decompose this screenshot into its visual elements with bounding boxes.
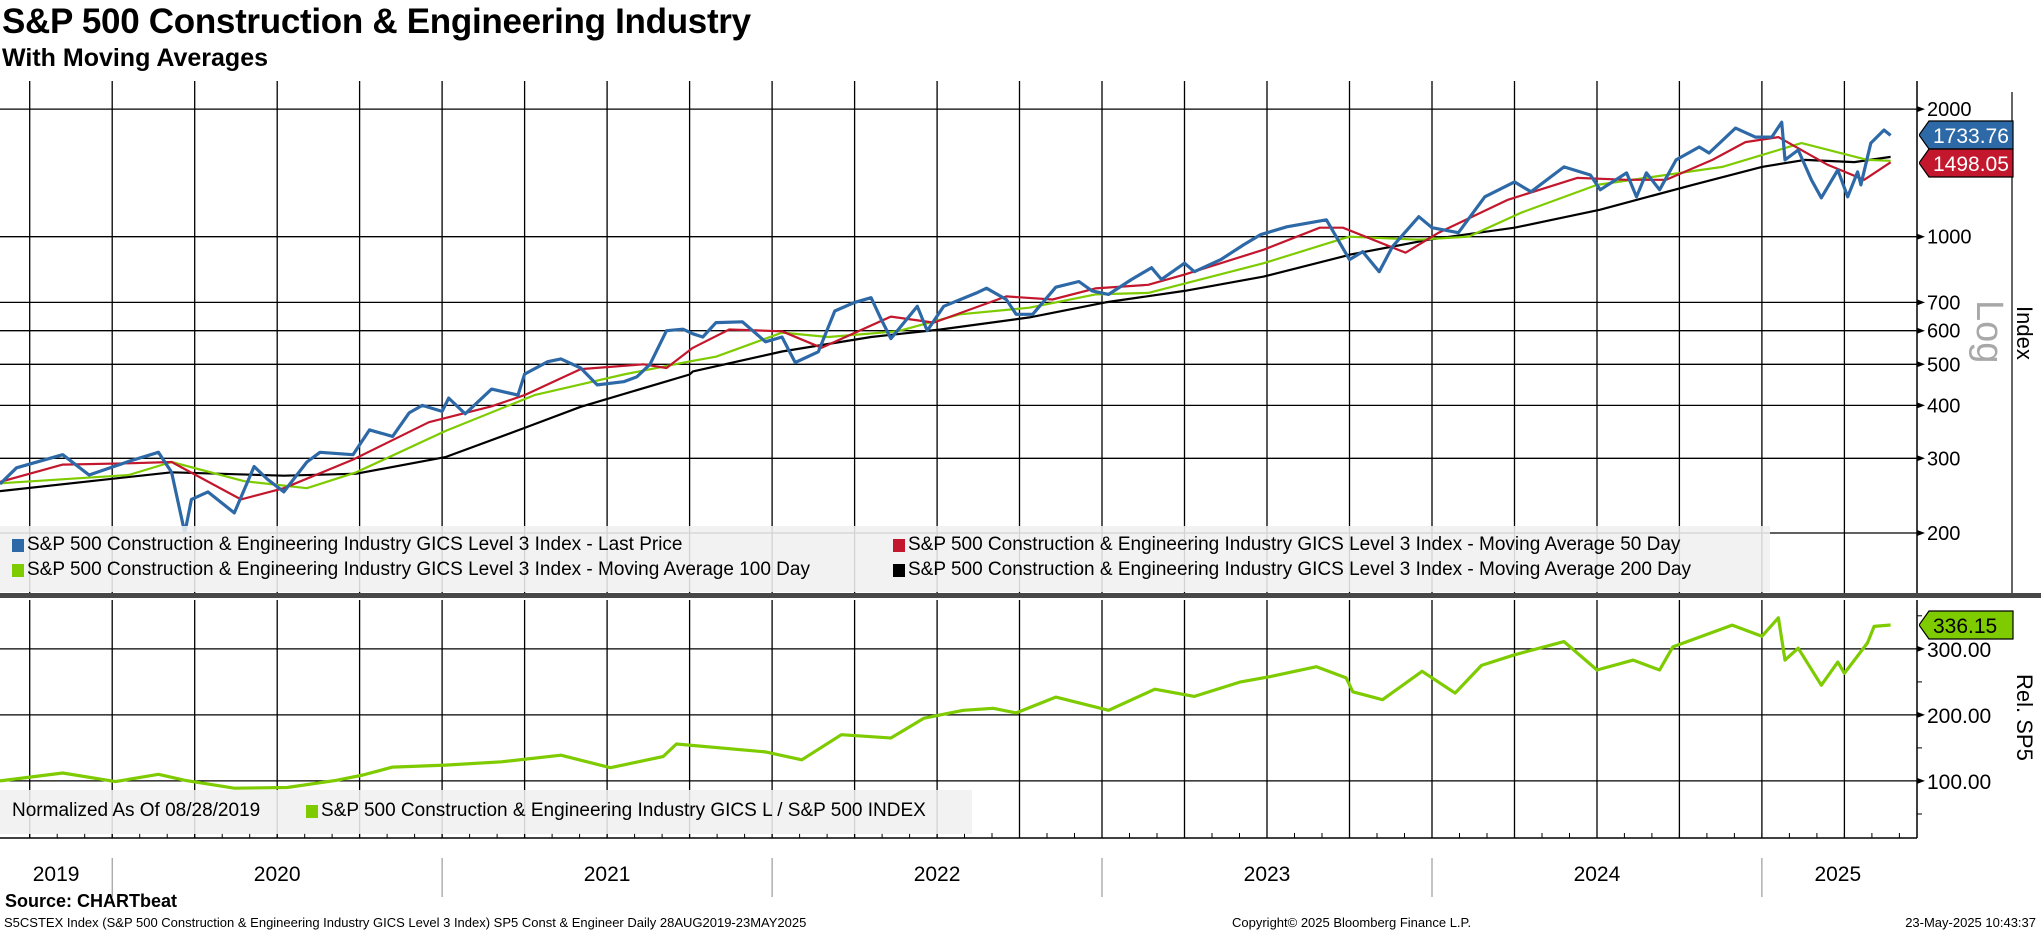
year-label: 2025: [1814, 863, 1862, 886]
y-tick-label-index: 500: [1927, 354, 1960, 376]
legend-label: S&P 500 Construction & Engineering Indus…: [908, 534, 1681, 555]
year-label: 2021: [583, 863, 631, 886]
y-tick-arrow: [1917, 233, 1925, 240]
series-line-ma50: [0, 136, 1892, 501]
legend-label: S&P 500 Construction & Engineering Indus…: [27, 534, 683, 555]
series-line-ma200: [0, 155, 1891, 493]
y-tick-label-rel: 100.00: [1927, 771, 1991, 794]
axes: 200 300 400 500 600 700 1000 2000 100.00 200.00 30…: [0, 81, 2041, 897]
legend-label: S&P 500 Construction & Engineering Indus…: [908, 559, 1691, 580]
y-tick-arrow: [1917, 645, 1925, 652]
year-label: 2023: [1243, 863, 1291, 886]
footer-copyright: Copyright© 2025 Bloomberg Finance L.P.: [1232, 915, 1472, 930]
value-tag-label: 1498.05: [1933, 153, 2009, 176]
value-tag-last_price: 1733.76: [1919, 120, 2014, 150]
y-tick-label-index: 600: [1927, 321, 1960, 343]
y-tick-arrow: [1917, 455, 1925, 462]
legend-note: Normalized As Of 08/28/2019: [12, 800, 260, 822]
year-label: 2024: [1573, 863, 1621, 886]
value-tag-shape: [1919, 120, 2014, 150]
legend-swatch-red: [893, 538, 905, 552]
y-tick-arrow: [1917, 361, 1925, 368]
year-label: 2020: [253, 863, 301, 886]
y-tick-label-index: 400: [1927, 395, 1960, 417]
series-line-relative: [0, 616, 1891, 790]
value-tag-relative: 336.15: [1919, 610, 2014, 640]
y-tick-label-index: 2000: [1927, 99, 1972, 121]
y-tick-label-rel: 200.00: [1927, 705, 1991, 728]
legend-swatch-black: [893, 563, 905, 577]
y-tick-arrow: [1917, 777, 1925, 784]
price-legend: S&P 500 Construction & Engineering Indus…: [0, 526, 1770, 592]
normalized-note: Normalized As Of 08/28/2019: [12, 800, 261, 821]
series-lines: [0, 120, 1892, 790]
legend-swatch-green: [12, 563, 24, 577]
relative-legend: Normalized As Of 08/28/2019 S&P 500 Cons…: [0, 790, 972, 834]
legend-item-ma100[interactable]: S&P 500 Construction & Engineering Indus…: [12, 559, 810, 581]
y-tick-arrow: [1917, 402, 1925, 409]
legend-swatch-blue: [12, 538, 24, 552]
series-line-ma100: [0, 142, 1891, 490]
value-tag-label: 336.15: [1933, 615, 1997, 638]
y-tick-label-index: 300: [1927, 448, 1960, 470]
legend-label: S&P 500 Construction & Engineering Indus…: [27, 559, 810, 580]
year-label: 2019: [32, 863, 80, 886]
y-tick-arrow: [1917, 327, 1925, 334]
year-label: 2022: [913, 863, 961, 886]
y-tick-arrow: [1917, 106, 1925, 113]
chart-subtitle: With Moving Averages: [2, 44, 269, 72]
legend-item-ma200[interactable]: S&P 500 Construction & Engineering Indus…: [893, 559, 1691, 581]
legend-item-last-price[interactable]: S&P 500 Construction & Engineering Indus…: [12, 534, 683, 556]
legend-item-ma50[interactable]: S&P 500 Construction & Engineering Indus…: [893, 534, 1680, 556]
value-tag-shape: [1919, 148, 2014, 178]
y-tick-arrow: [1917, 530, 1925, 536]
footer-description: S5CSTEX Index (S&P 500 Construction & En…: [4, 915, 807, 930]
log-scale-label: Log: [1968, 300, 2010, 364]
panel-separator: [0, 593, 2041, 598]
y-tick-label-index: 1000: [1927, 227, 1972, 249]
footer-timestamp: 23-May-2025 10:43:37: [1905, 915, 2036, 930]
value-tag-ma50: 1498.05: [1919, 148, 2014, 178]
chart-title: S&P 500 Construction & Engineering Indus…: [2, 2, 751, 41]
y-tick-label-index: 700: [1927, 292, 1960, 314]
y-tick-arrow: [1917, 299, 1925, 306]
series-line-last_price: [0, 120, 1892, 535]
y-tick-label-index: 200: [1927, 523, 1960, 545]
legend-swatch-green: [306, 804, 318, 818]
value-tag-label: 1733.76: [1933, 125, 2009, 148]
y-axis-label-index: Index: [2012, 306, 2037, 360]
legend-label: S&P 500 Construction & Engineering Indus…: [321, 800, 926, 821]
y-tick-label-rel: 300.00: [1927, 639, 1991, 662]
y-tick-arrow: [1917, 711, 1925, 718]
grid-lines: [0, 81, 1917, 838]
value-tag-shape: [1919, 610, 2014, 640]
y-axis-label-rel-sp5: Rel. SP5: [2012, 674, 2037, 761]
legend-item-relative[interactable]: S&P 500 Construction & Engineering Indus…: [306, 800, 926, 822]
source-label: Source: CHARTbeat: [5, 891, 178, 911]
